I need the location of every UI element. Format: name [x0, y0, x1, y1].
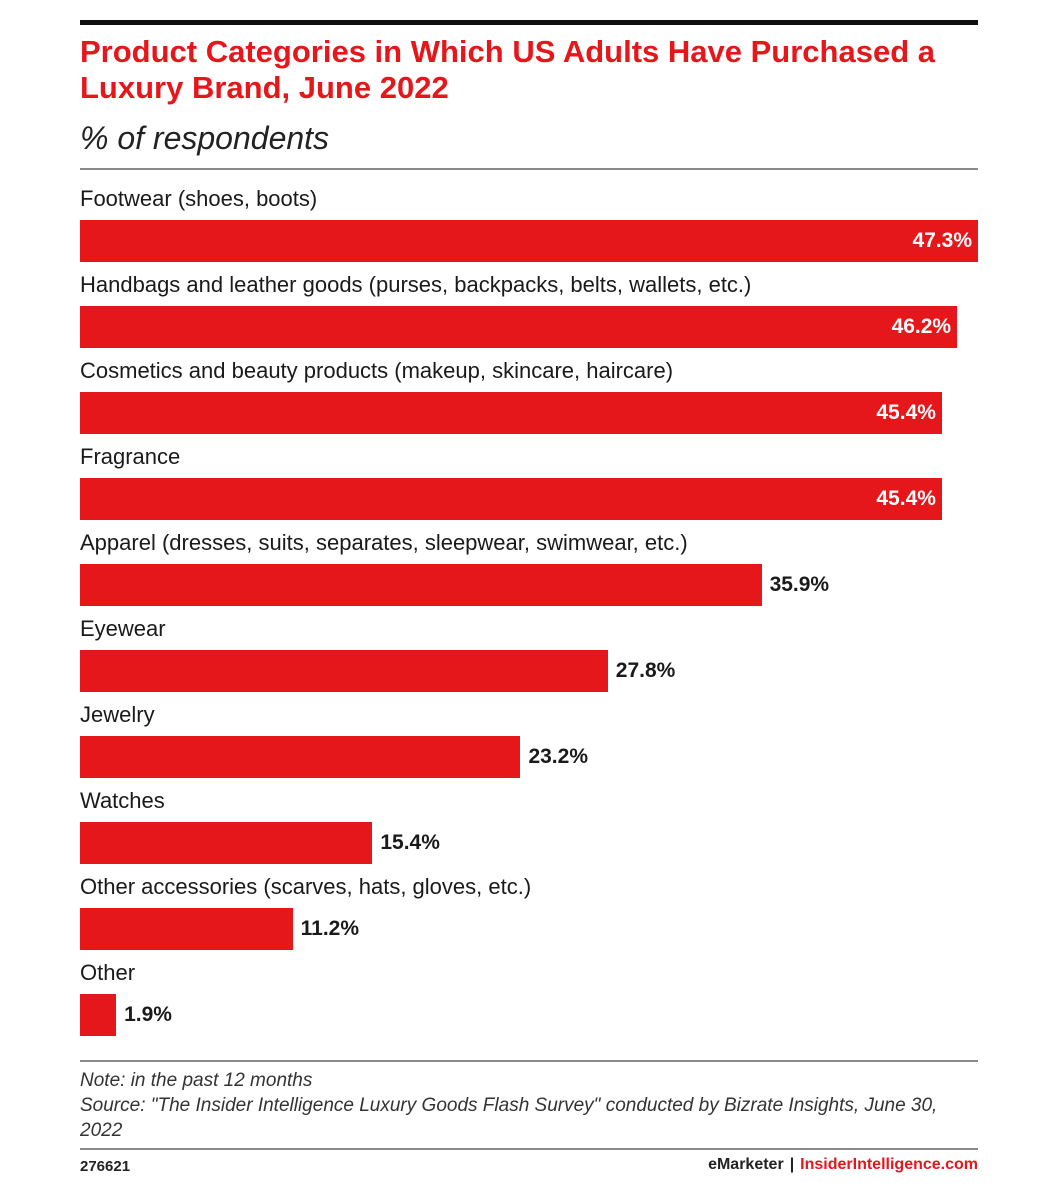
bar	[80, 220, 978, 262]
value-label: 35.9%	[769, 573, 830, 596]
value-label: 23.2%	[528, 745, 588, 768]
bar	[80, 994, 117, 1036]
value-label: 1.9%	[124, 1003, 172, 1026]
category-label: Watches	[80, 788, 165, 813]
bar	[80, 564, 762, 606]
chart-subtitle: % of respondents	[80, 120, 330, 156]
brand-credit: eMarketer | InsiderIntelligence.com	[668, 1156, 978, 1174]
bar	[80, 650, 608, 692]
source-text: Source: "The Insider Intelligence Luxury…	[80, 1095, 938, 1141]
footer-divider	[80, 1060, 978, 1062]
value-label: 46.2%	[891, 315, 952, 338]
category-label: Eyewear	[80, 616, 166, 641]
insider-intelligence-logo: InsiderIntelligence.com	[800, 1156, 978, 1173]
bottom-divider	[80, 1148, 978, 1150]
bar	[80, 822, 373, 864]
top-rule	[80, 20, 978, 25]
category-label: Jewelry	[80, 702, 155, 727]
bar	[80, 736, 521, 778]
note-text: Note: in the past 12 months	[80, 1070, 313, 1091]
value-label: 15.4%	[380, 831, 440, 854]
category-label: Fragrance	[80, 444, 181, 469]
brand-separator: |	[789, 1156, 795, 1173]
bar	[80, 392, 942, 434]
bar	[80, 306, 958, 348]
category-label: Other accessories (scarves, hats, gloves…	[80, 874, 532, 899]
bar-chart: Footwear (shoes, boots) 47.3% Handbags and…	[80, 186, 978, 1036]
value-label: 27.8%	[615, 659, 676, 682]
bar	[80, 908, 293, 950]
bar	[80, 478, 942, 520]
value-label: 45.4%	[876, 401, 936, 424]
category-label: Footwear (shoes, boots)	[80, 186, 318, 211]
category-label: Apparel (dresses, suits, separates, slee…	[80, 530, 688, 555]
header-divider	[80, 168, 978, 170]
category-label: Handbags and leather goods (purses, back…	[80, 272, 752, 297]
chart-title: Product Categories in Which US Adults Ha…	[80, 34, 935, 105]
value-label: 11.2%	[300, 917, 360, 940]
emarketer-logo: eMarketer	[708, 1156, 784, 1173]
notes: Note: in the past 12 months Source: "The…	[80, 1068, 980, 1143]
chart-id: 276621	[80, 1158, 131, 1175]
value-label: 47.3%	[912, 229, 972, 252]
value-label: 45.4%	[876, 487, 936, 510]
category-label: Other	[80, 960, 136, 985]
category-label: Cosmetics and beauty products (makeup, s…	[80, 358, 674, 383]
